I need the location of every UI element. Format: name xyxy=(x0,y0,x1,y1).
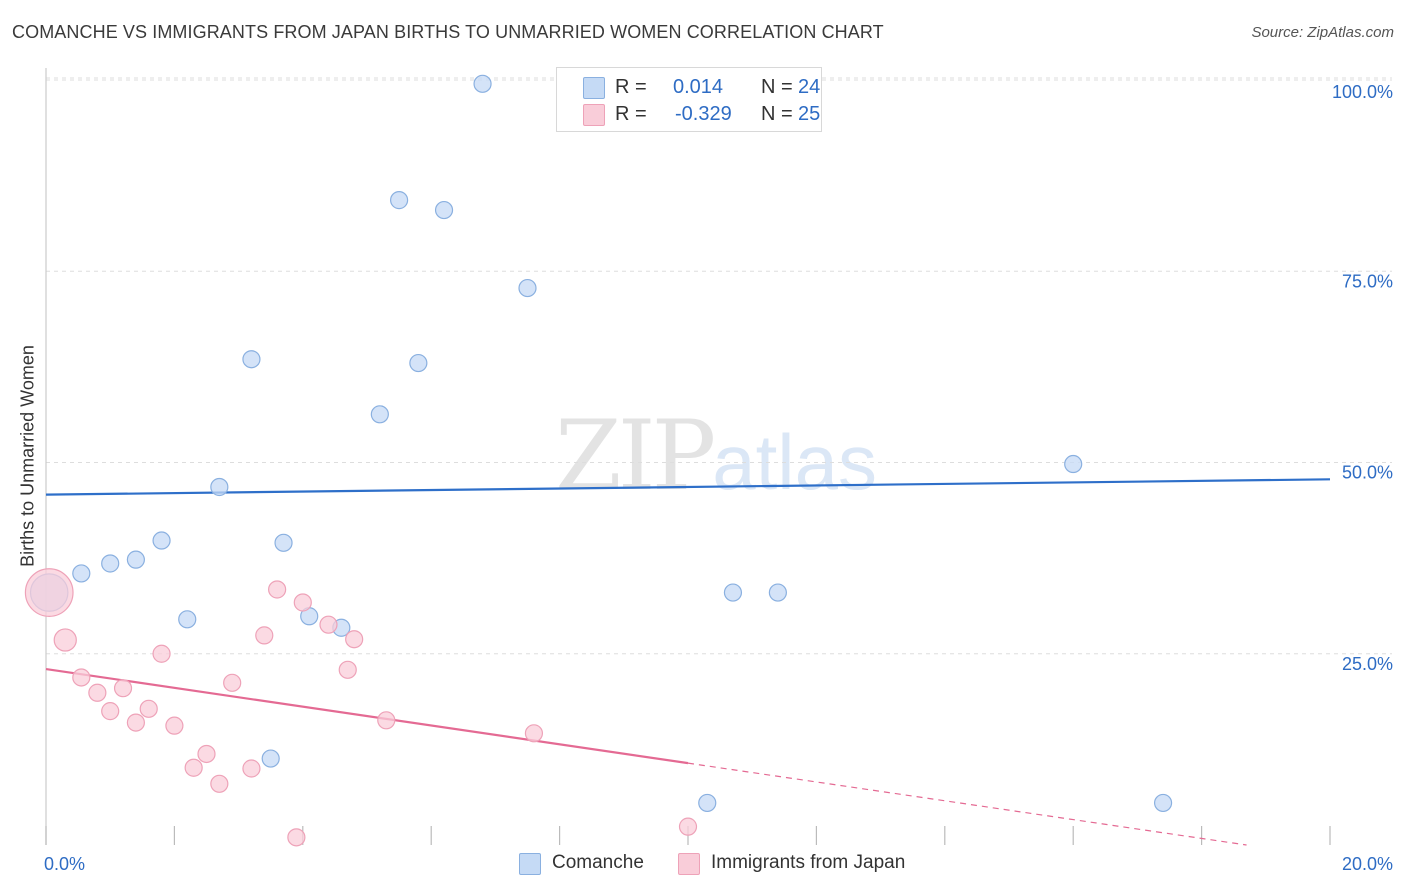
japan-point xyxy=(345,630,364,649)
japan-point xyxy=(53,628,77,652)
y-tick-label: 50.0% xyxy=(1342,463,1393,483)
comanche-point xyxy=(409,353,428,373)
legend-swatch-blue xyxy=(519,853,541,875)
y-tick-label: 100.0% xyxy=(1332,82,1393,102)
japan-point xyxy=(255,626,274,645)
comanche-point xyxy=(101,554,120,573)
japan-point xyxy=(287,828,306,847)
legend-n-value: 25 xyxy=(798,103,821,125)
japan-point xyxy=(152,644,171,663)
comanche-point xyxy=(242,350,261,369)
comanche-point xyxy=(390,191,409,210)
comanche-point xyxy=(518,278,537,298)
source-label: Source: ZipAtlas.com xyxy=(1251,24,1394,41)
comanche-point xyxy=(126,550,145,569)
japan-point xyxy=(24,568,74,617)
legend-label-comanche: Comanche xyxy=(552,852,644,873)
japan-point xyxy=(165,716,184,735)
comanche-point xyxy=(210,477,229,497)
x-tick-label-max: 20.0% xyxy=(1342,854,1393,874)
legend-r-label: R = xyxy=(615,103,647,125)
legend-n-label: N = xyxy=(761,76,793,98)
legend-n-label: N = xyxy=(761,103,793,125)
legend-swatch-pink xyxy=(583,104,605,126)
japan-trend-line xyxy=(45,667,689,765)
japan-point xyxy=(113,679,133,698)
japan-point xyxy=(197,744,216,764)
legend-r-value: -0.329 xyxy=(675,103,732,125)
comanche-point xyxy=(152,531,171,550)
legend-n-value: 24 xyxy=(798,76,821,98)
data-points xyxy=(24,74,1173,847)
legend-label-japan: Immigrants from Japan xyxy=(711,852,906,873)
comanche-point xyxy=(261,749,280,768)
japan-point xyxy=(210,774,229,793)
japan-point xyxy=(184,758,203,777)
comanche-point xyxy=(178,610,197,629)
y-tick-label: 75.0% xyxy=(1342,271,1393,291)
comanche-point xyxy=(698,793,717,813)
legend-r-value: 0.014 xyxy=(673,76,724,98)
correlation-legend: R = 0.014 N = 24 R = -0.329 N = 25 xyxy=(556,67,822,132)
japan-point xyxy=(268,580,287,599)
comanche-point xyxy=(723,583,743,602)
japan-point xyxy=(293,593,312,612)
japan-point xyxy=(72,668,91,687)
tick-labels: 25.0% 50.0% 75.0% 100.0% 0.0% 20.0% xyxy=(44,82,1393,874)
japan-point xyxy=(101,702,120,721)
comanche-point xyxy=(72,564,91,583)
japan-point xyxy=(139,699,158,718)
japan-point xyxy=(126,713,145,732)
axes xyxy=(45,68,1331,845)
japan-point xyxy=(524,724,544,743)
comanche-point xyxy=(370,405,389,424)
trend-lines xyxy=(45,478,1331,846)
comanche-point xyxy=(473,74,492,93)
x-tick-label-min: 0.0% xyxy=(44,854,85,874)
y-tick-label: 25.0% xyxy=(1342,654,1393,674)
comanche-point xyxy=(1064,454,1083,474)
chart-title: COMANCHE VS IMMIGRANTS FROM JAPAN BIRTHS… xyxy=(12,22,884,42)
comanche-point xyxy=(768,583,787,602)
japan-point xyxy=(377,711,396,730)
japan-point xyxy=(242,759,261,778)
legend-r-label: R = xyxy=(615,76,647,98)
y-axis-label: Births to Unmarried Women xyxy=(17,345,38,567)
japan-point xyxy=(88,683,107,702)
comanche-point xyxy=(274,533,293,552)
comanche-point xyxy=(434,200,454,220)
comanche-trend-line xyxy=(45,478,1331,496)
legend-swatch-blue xyxy=(583,77,605,99)
comanche-point xyxy=(1153,793,1173,813)
legend-swatch-pink xyxy=(678,853,700,875)
japan-point xyxy=(338,660,357,679)
japan-point xyxy=(223,673,242,692)
japan-point xyxy=(319,615,338,634)
japan-point xyxy=(678,817,698,836)
